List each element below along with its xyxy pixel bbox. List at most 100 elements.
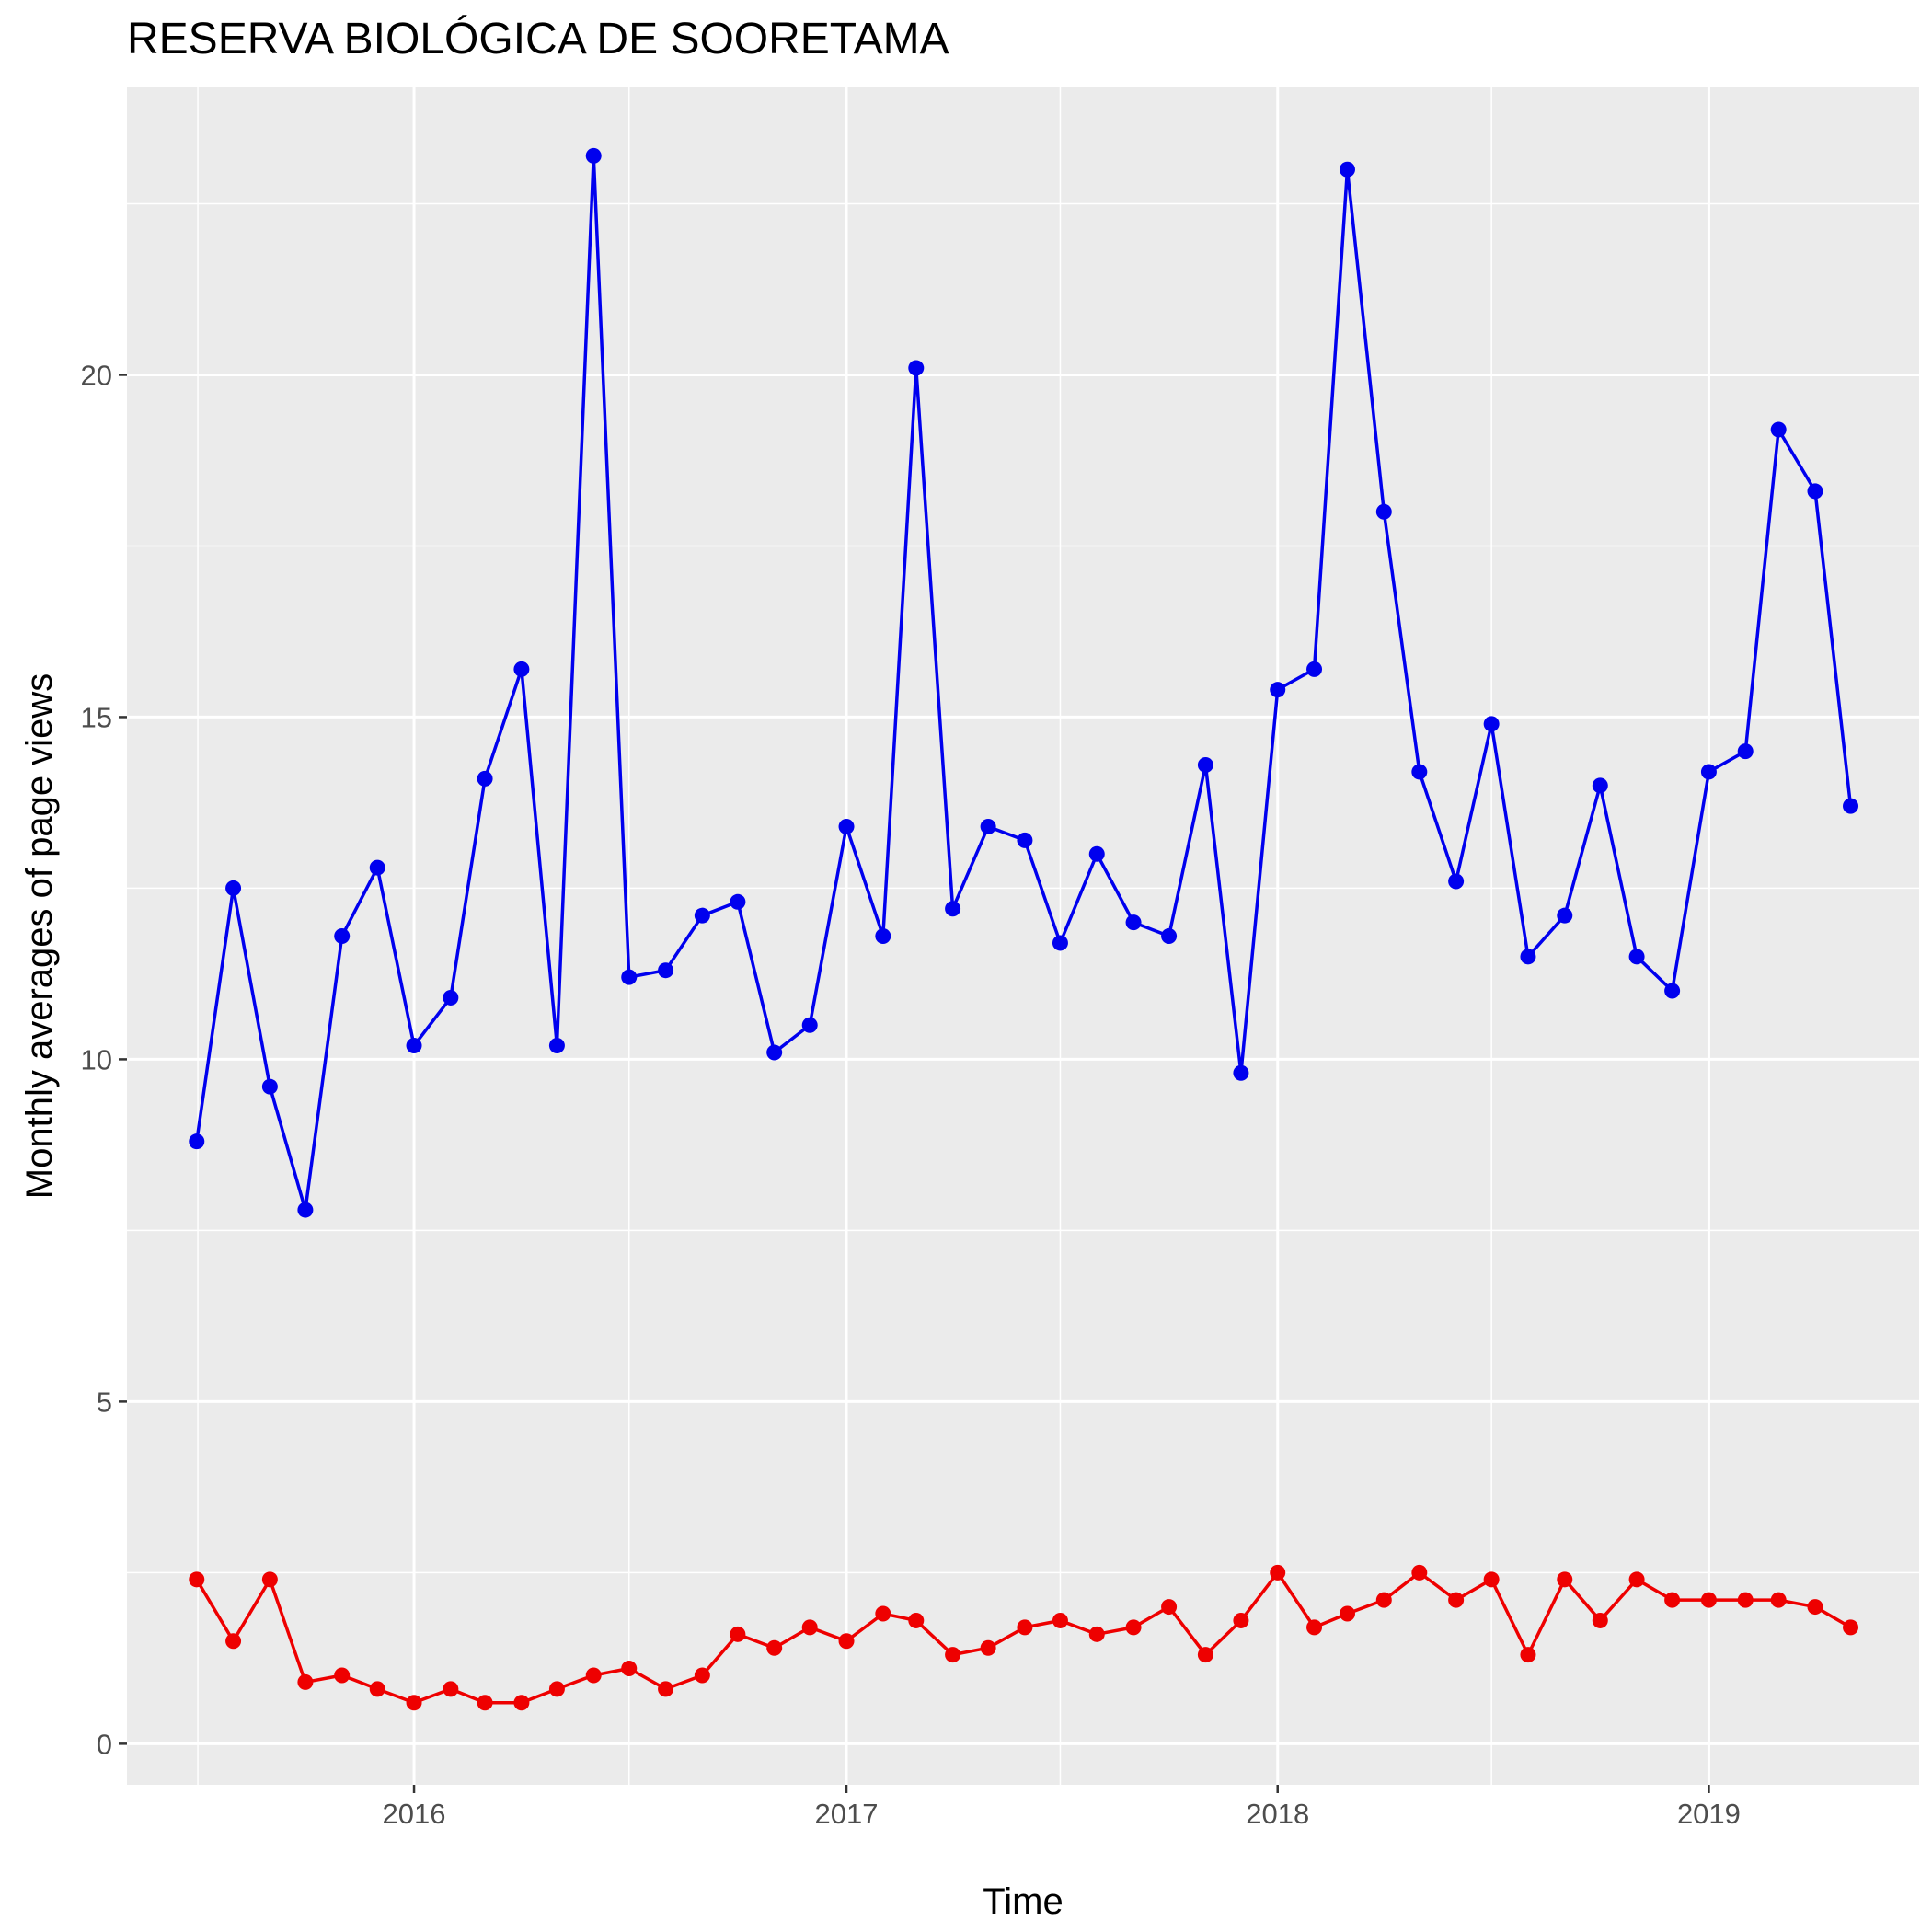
- data-point: [1161, 928, 1178, 944]
- data-point: [1017, 1619, 1033, 1636]
- data-point: [1052, 1612, 1068, 1628]
- data-point: [1411, 764, 1428, 780]
- data-point: [1664, 983, 1681, 999]
- data-point: [1770, 421, 1787, 438]
- data-point: [908, 1612, 925, 1628]
- x-tick-label: 2018: [1246, 1798, 1309, 1830]
- data-point: [1448, 1592, 1465, 1608]
- chart-title: RESERVA BIOLÓGICA DE SOORETAMA: [127, 14, 949, 63]
- data-point: [1017, 832, 1033, 848]
- data-point: [1807, 483, 1823, 500]
- data-point: [513, 661, 530, 677]
- data-point: [189, 1133, 205, 1150]
- data-point: [766, 1639, 783, 1656]
- data-point: [1700, 1592, 1717, 1608]
- data-point: [1700, 764, 1717, 780]
- data-point: [406, 1038, 422, 1054]
- data-point: [1557, 907, 1573, 924]
- data-point: [875, 1605, 891, 1622]
- data-point: [694, 907, 710, 924]
- y-axis-title: Monthly averages of page views: [19, 673, 60, 1199]
- data-point: [225, 880, 242, 896]
- data-point: [261, 1571, 278, 1588]
- data-point: [766, 1044, 783, 1061]
- data-point: [801, 1017, 818, 1033]
- data-point: [513, 1695, 530, 1711]
- data-point: [369, 1681, 385, 1697]
- data-point: [1628, 949, 1645, 965]
- data-point: [548, 1681, 565, 1697]
- data-point: [838, 1633, 855, 1650]
- data-point: [297, 1673, 314, 1690]
- data-point: [1270, 1564, 1286, 1581]
- data-point: [908, 360, 925, 376]
- data-point: [1770, 1592, 1787, 1608]
- data-point: [658, 962, 674, 979]
- data-point: [1306, 1619, 1323, 1636]
- data-point: [1843, 1619, 1859, 1636]
- data-point: [1592, 1612, 1608, 1628]
- data-point: [1088, 845, 1105, 862]
- data-point: [406, 1695, 422, 1711]
- data-point: [1233, 1612, 1249, 1628]
- data-point: [1339, 1605, 1355, 1622]
- data-point: [1411, 1564, 1428, 1581]
- data-point: [730, 1626, 746, 1642]
- data-point: [694, 1667, 710, 1684]
- data-point: [1520, 949, 1536, 965]
- data-point: [477, 770, 493, 787]
- data-point: [945, 1647, 961, 1663]
- data-point: [980, 1639, 996, 1656]
- data-point: [1843, 798, 1859, 814]
- y-tick-label: 0: [97, 1728, 112, 1760]
- data-point: [225, 1633, 242, 1650]
- data-point: [621, 969, 638, 985]
- data-point: [1125, 914, 1142, 931]
- data-point: [443, 989, 459, 1006]
- x-tick-label: 2019: [1677, 1798, 1741, 1830]
- data-point: [1270, 682, 1286, 698]
- series-1: [189, 147, 1859, 1218]
- data-point: [1520, 1647, 1536, 1663]
- data-point: [1052, 935, 1068, 951]
- series-2: [189, 1564, 1859, 1711]
- data-point: [334, 928, 351, 944]
- data-point: [1483, 1571, 1500, 1588]
- data-point: [1592, 777, 1608, 794]
- data-point: [297, 1202, 314, 1218]
- x-tick-label: 2016: [383, 1798, 446, 1830]
- data-point: [1088, 1626, 1105, 1642]
- data-point: [945, 901, 961, 917]
- data-point: [189, 1571, 205, 1588]
- data-point: [1737, 1592, 1754, 1608]
- series-layer: [189, 147, 1859, 1711]
- data-point: [334, 1667, 351, 1684]
- data-point: [875, 928, 891, 944]
- data-point: [1737, 743, 1754, 760]
- x-axis-title: Time: [983, 1881, 1063, 1922]
- y-tick-label: 15: [81, 701, 112, 733]
- axes: 0 5 10 15 20 2016 2017 2018 2019: [81, 359, 1741, 1830]
- data-point: [1197, 757, 1213, 774]
- data-point: [1483, 716, 1500, 732]
- data-point: [1375, 503, 1392, 520]
- data-point: [548, 1038, 565, 1054]
- data-point: [1664, 1592, 1681, 1608]
- data-point: [1161, 1599, 1178, 1616]
- data-point: [980, 818, 996, 834]
- data-point: [443, 1681, 459, 1697]
- data-point: [477, 1695, 493, 1711]
- y-tick-label: 10: [81, 1043, 112, 1075]
- data-point: [1557, 1571, 1573, 1588]
- plot-panel: [127, 87, 1919, 1785]
- y-tick-label: 5: [97, 1386, 112, 1418]
- x-tick-label: 2017: [815, 1798, 879, 1830]
- data-point: [730, 893, 746, 910]
- y-tick-label: 20: [81, 359, 112, 391]
- data-point: [1233, 1064, 1249, 1081]
- major-grid: [127, 87, 1919, 1785]
- data-point: [1197, 1647, 1213, 1663]
- data-point: [1125, 1619, 1142, 1636]
- data-point: [1306, 661, 1323, 677]
